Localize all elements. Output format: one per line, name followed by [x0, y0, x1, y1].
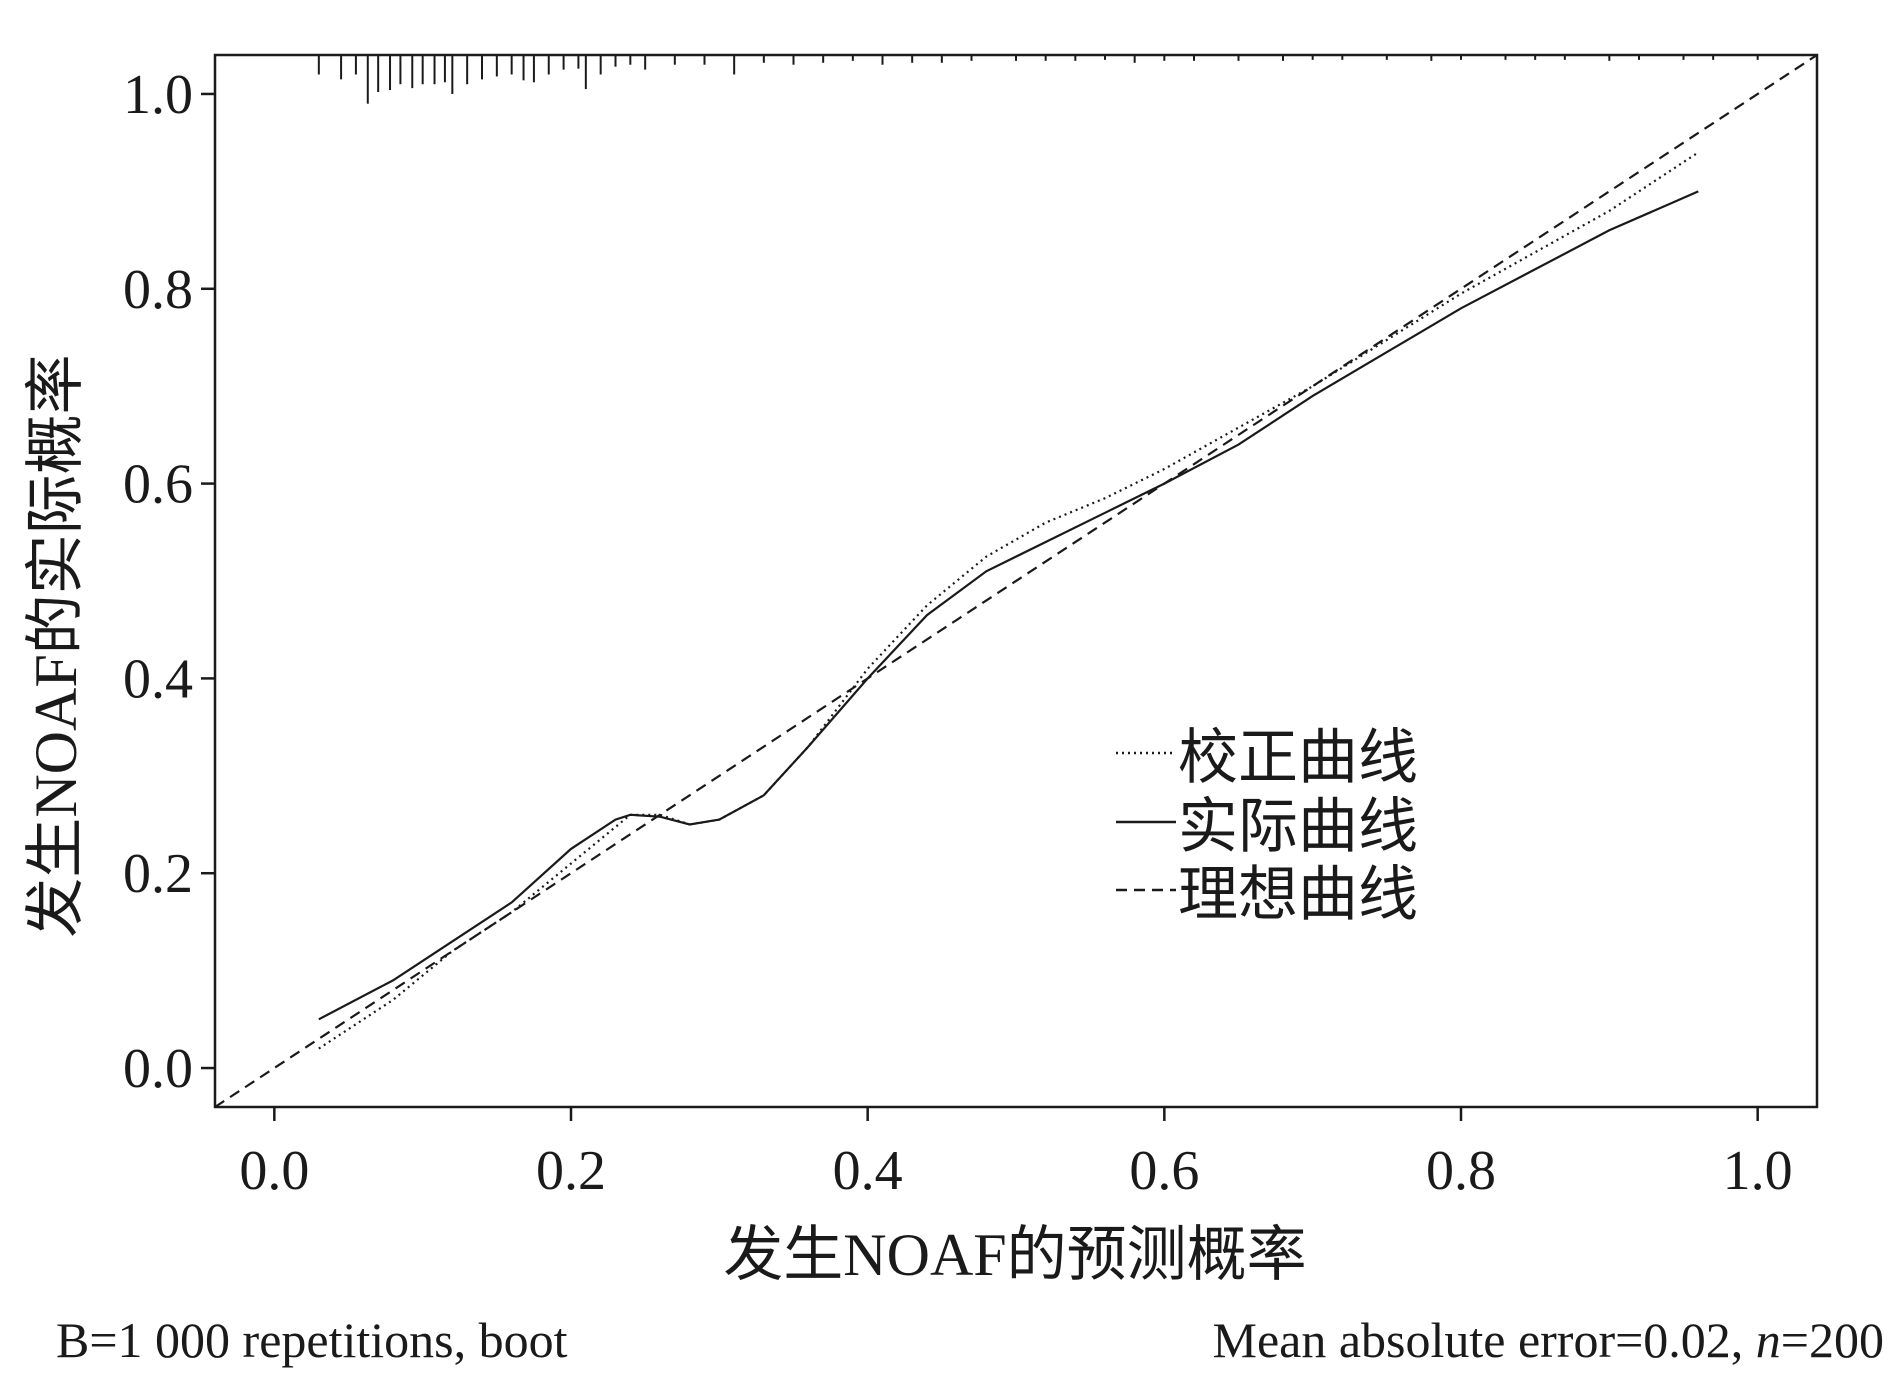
- y-tick-label: 1.0: [123, 64, 193, 126]
- legend-label-actual: 实际曲线: [1178, 794, 1418, 860]
- legend: 校正曲线 实际曲线 理想曲线: [1116, 725, 1418, 928]
- series-line-dotted: [318, 151, 1699, 1050]
- axis-ticks: 0.0 0.2 0.4 0.6 0.8 1.0 0.0 0.2 0.4 0.6 0.8 1.0: [123, 64, 1793, 1202]
- x-axis-title: 发生NOAF的预测概率: [723, 1222, 1306, 1288]
- footnote-right-n: n: [1756, 1312, 1781, 1368]
- legend-label-ideal: 理想曲线: [1178, 862, 1418, 928]
- footnote-right: Mean absolute error=0.02, n=200: [1212, 1312, 1884, 1368]
- x-tick-label: 1.0: [1723, 1140, 1793, 1202]
- y-tick-label: 0.0: [123, 1038, 193, 1100]
- x-tick-label: 0.6: [1129, 1140, 1199, 1202]
- y-axis-title: 发生NOAF的实际概率: [23, 354, 89, 937]
- x-tick-label: 0.4: [833, 1140, 903, 1202]
- series-line-dashed: [214, 54, 1818, 1108]
- plot-area: [213, 53, 1819, 1109]
- y-tick-label: 0.8: [123, 259, 193, 321]
- footnote-right-suffix: =200: [1781, 1312, 1884, 1368]
- series-line-solid: [318, 190, 1699, 1021]
- legend-label-calibrated: 校正曲线: [1178, 725, 1418, 791]
- x-tick-label: 0.8: [1426, 1140, 1496, 1202]
- y-tick-label: 0.4: [123, 648, 193, 710]
- y-tick-label: 0.6: [123, 454, 193, 516]
- footnote-left: B=1 000 repetitions, boot: [56, 1312, 568, 1368]
- footnote-right-prefix: Mean absolute error=0.02,: [1212, 1312, 1755, 1368]
- y-tick-label: 0.2: [123, 843, 193, 905]
- x-tick-label: 0.2: [536, 1140, 606, 1202]
- x-tick-label: 0.0: [239, 1140, 309, 1202]
